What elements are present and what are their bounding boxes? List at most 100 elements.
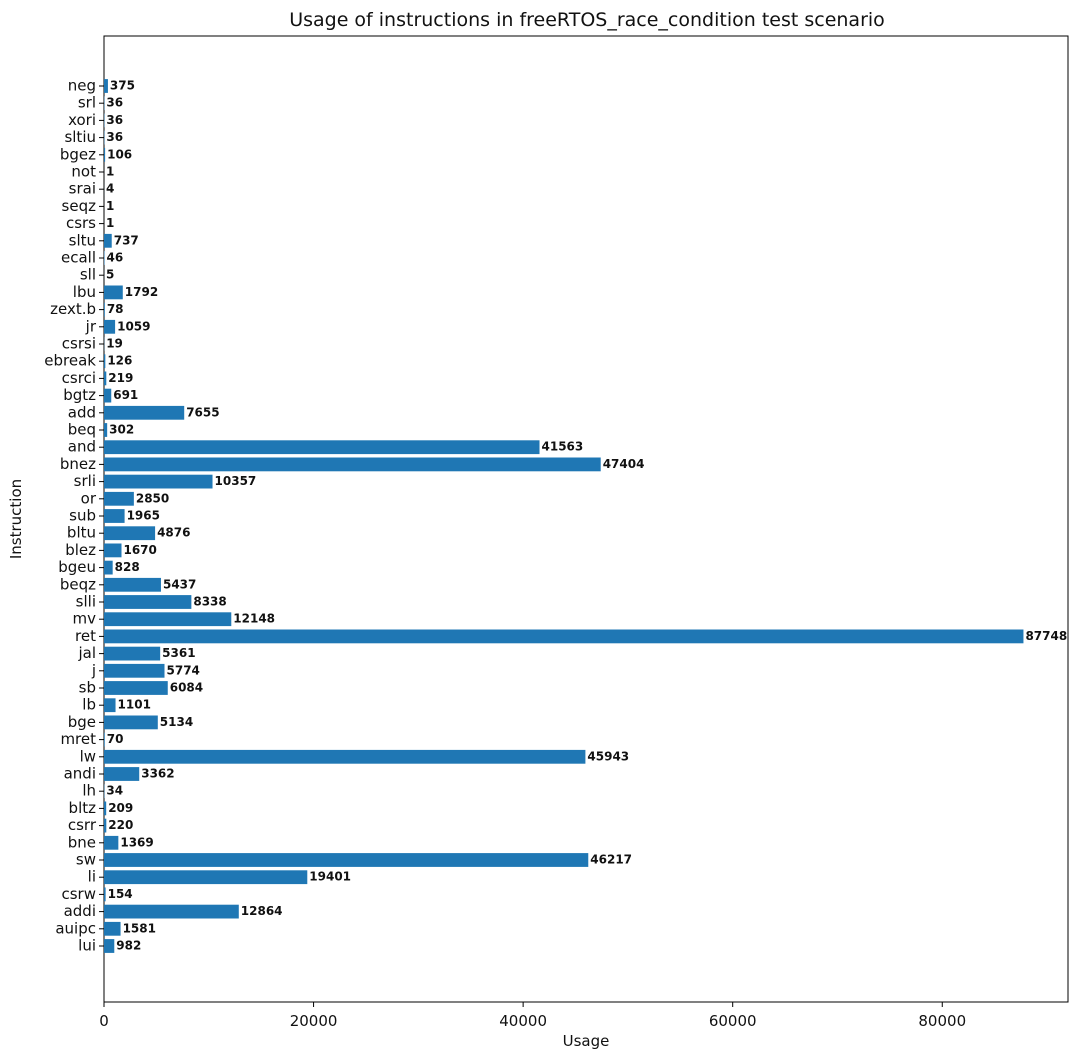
y-tick-label-bnez: bnez [60, 455, 96, 473]
bar-add [104, 405, 185, 420]
bar-and [104, 440, 540, 455]
y-tick-label-ret: ret [75, 627, 96, 645]
bar-ret [104, 629, 1024, 644]
y-tick-label-beq: beq [68, 421, 96, 439]
value-label-bgtz: 691 [113, 388, 138, 402]
bar-bgez [104, 147, 106, 162]
bar-slli [104, 595, 192, 609]
y-tick-label-bgeu: bgeu [58, 558, 96, 576]
y-tick-label-sll: sll [80, 266, 96, 284]
value-label-sub: 1965 [127, 509, 160, 523]
value-label-ecall: 46 [106, 251, 123, 265]
value-label-sll: 5 [106, 268, 114, 282]
y-tick-label-and: and [68, 438, 96, 456]
x-tick-label-0: 0 [99, 1012, 109, 1030]
chart-title: Usage of instructions in freeRTOS_race_c… [289, 9, 885, 31]
value-label-mret: 70 [107, 732, 124, 746]
y-tick-label-sw: sw [76, 851, 96, 869]
y-axis-ticks: luiauipcaddicsrwliswbnecsrrbltzlhandilwm… [44, 77, 104, 955]
y-tick-label-csrr: csrr [68, 816, 97, 834]
bar-li [104, 870, 308, 885]
value-label-xori: 36 [106, 113, 123, 127]
y-tick-label-j: j [91, 661, 96, 679]
y-tick-label-srai: srai [69, 180, 96, 198]
y-tick-label-mret: mret [60, 730, 96, 748]
bar-csrci [104, 371, 107, 386]
value-label-csrs: 1 [106, 216, 114, 230]
value-label-or: 2850 [136, 491, 169, 505]
bar-ebreak [104, 354, 106, 369]
value-label-blez: 1670 [123, 543, 156, 557]
y-tick-label-bge: bge [68, 713, 96, 731]
y-tick-label-li: li [88, 868, 96, 886]
y-tick-label-addi: addi [64, 902, 96, 920]
bar-bgtz [104, 388, 112, 403]
y-tick-label-blez: blez [65, 541, 96, 559]
y-tick-label-andi: andi [64, 765, 96, 783]
bar-blez [104, 543, 122, 558]
value-label-csrr: 220 [108, 818, 133, 832]
bar-addi [104, 904, 239, 919]
value-label-csrsi: 19 [106, 337, 123, 351]
y-tick-label-csrw: csrw [62, 885, 97, 903]
bar-or [104, 491, 134, 506]
value-label-sb: 6084 [170, 681, 203, 695]
bar-sb [104, 681, 168, 695]
y-tick-label-xori: xori [68, 111, 96, 129]
y-tick-label-csrsi: csrsi [62, 335, 96, 353]
value-label-addi: 12864 [241, 904, 283, 918]
value-label-bgeu: 828 [115, 560, 140, 574]
x-tick-label-40000: 40000 [499, 1012, 547, 1030]
bar-lb [104, 698, 116, 713]
value-label-lw: 45943 [587, 749, 629, 763]
x-tick-label-60000: 60000 [709, 1012, 757, 1030]
y-tick-label-beqz: beqz [60, 575, 96, 593]
y-tick-label-seqz: seqz [62, 197, 97, 215]
y-axis-label: Instruction [7, 479, 25, 559]
bar-bltu [104, 526, 156, 541]
value-labels-group: 9821581128641541940146217136922020934336… [106, 79, 1067, 953]
y-tick-label-lb: lb [82, 696, 96, 714]
bar-bnez [104, 457, 601, 472]
y-tick-label-bltz: bltz [69, 799, 97, 817]
y-tick-label-csrci: csrci [62, 369, 96, 387]
y-tick-label-lw: lw [80, 747, 96, 765]
value-label-neg: 375 [110, 79, 135, 93]
y-tick-label-neg: neg [68, 77, 96, 95]
value-label-lb: 1101 [118, 698, 151, 712]
y-tick-label-bne: bne [68, 833, 96, 851]
y-tick-label-or: or [81, 489, 97, 507]
value-label-and: 41563 [542, 440, 584, 454]
value-label-andi: 3362 [141, 767, 174, 781]
bar-lui [104, 939, 115, 953]
y-tick-label-bltu: bltu [67, 524, 96, 542]
bar-sltu [104, 233, 112, 248]
y-tick-label-sb: sb [79, 679, 96, 697]
bar-mret [104, 732, 105, 747]
y-tick-label-not: not [71, 163, 96, 181]
y-tick-label-jal: jal [77, 644, 96, 662]
value-label-srli: 10357 [215, 474, 257, 488]
bar-bltz [104, 801, 107, 816]
y-tick-label-add: add [68, 403, 96, 421]
bar-bgeu [104, 560, 113, 575]
value-label-sw: 46217 [590, 853, 632, 867]
value-label-li: 19401 [309, 870, 351, 884]
x-tick-label-20000: 20000 [290, 1012, 338, 1030]
value-label-lbu: 1792 [125, 285, 158, 299]
value-label-seqz: 1 [106, 199, 114, 213]
value-label-beqz: 5437 [163, 577, 196, 591]
value-label-bgez: 106 [107, 147, 132, 161]
y-tick-label-lh: lh [82, 782, 96, 800]
bar-auipc [104, 921, 121, 936]
bar-jal [104, 646, 161, 661]
value-label-csrw: 154 [108, 887, 133, 901]
value-label-bltu: 4876 [157, 526, 190, 540]
y-tick-label-zext-b: zext.b [50, 300, 96, 318]
y-tick-label-auipc: auipc [55, 919, 96, 937]
value-label-bne: 1369 [120, 835, 153, 849]
bar-neg [104, 79, 108, 93]
bar-j [104, 663, 165, 678]
y-tick-label-srl: srl [78, 94, 96, 112]
bars-group [104, 79, 1024, 953]
